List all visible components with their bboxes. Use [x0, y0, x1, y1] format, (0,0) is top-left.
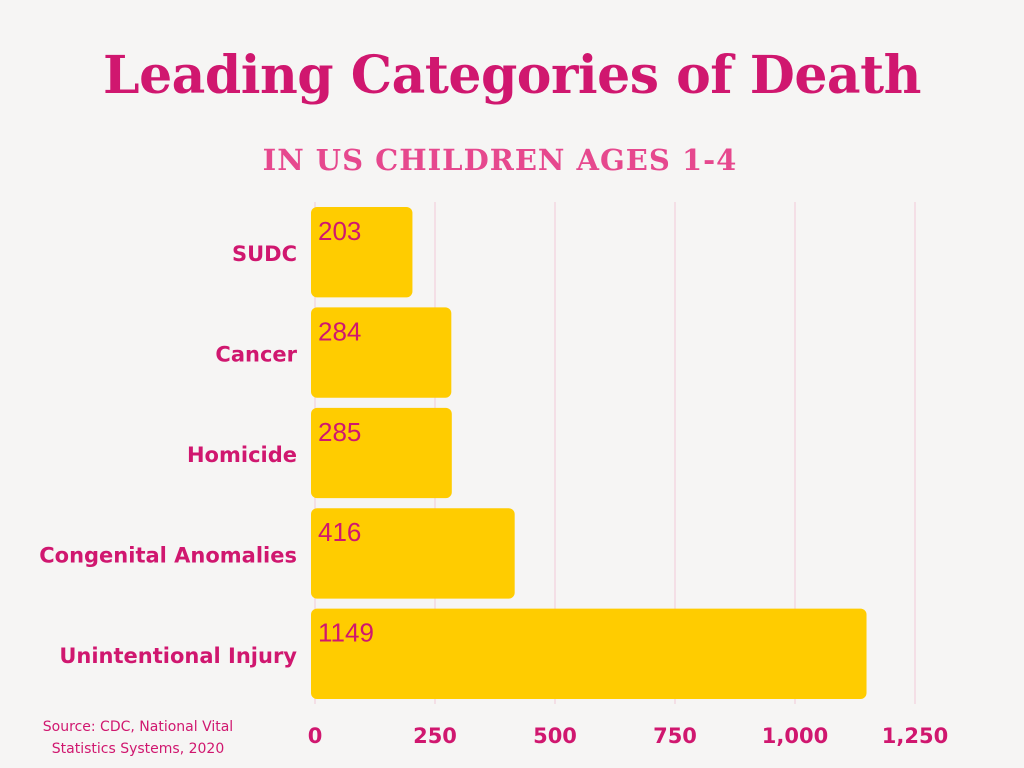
- bar: [311, 608, 867, 699]
- category-label: Cancer: [215, 343, 297, 367]
- bar: [311, 508, 515, 599]
- category-label: SUDC: [232, 242, 297, 266]
- x-tick-label: 0: [308, 724, 323, 748]
- x-tick-label: 250: [413, 724, 457, 748]
- data-label: 285: [318, 417, 361, 447]
- data-label: 1149: [318, 618, 374, 648]
- x-tick-label: 1,000: [762, 724, 828, 748]
- data-label: 284: [318, 316, 361, 346]
- chart-title: Leading Categories of Death: [103, 45, 921, 106]
- bar: [311, 407, 452, 499]
- data-label: 203: [318, 216, 361, 246]
- bar: [311, 207, 413, 298]
- data-label: 416: [318, 517, 361, 547]
- chart-subtitle: IN US CHILDREN AGES 1-4: [262, 143, 738, 177]
- x-tick-label: 750: [653, 724, 697, 748]
- category-label: Unintentional Injury: [59, 644, 297, 668]
- source-note: Source: CDC, National Vital Statistics S…: [42, 719, 234, 757]
- category-label: Homicide: [187, 443, 297, 467]
- bar: [311, 307, 452, 398]
- x-tick-label: 500: [533, 724, 577, 748]
- category-label: Congenital Anomalies: [39, 543, 297, 567]
- x-tick-label: 1,250: [882, 724, 948, 748]
